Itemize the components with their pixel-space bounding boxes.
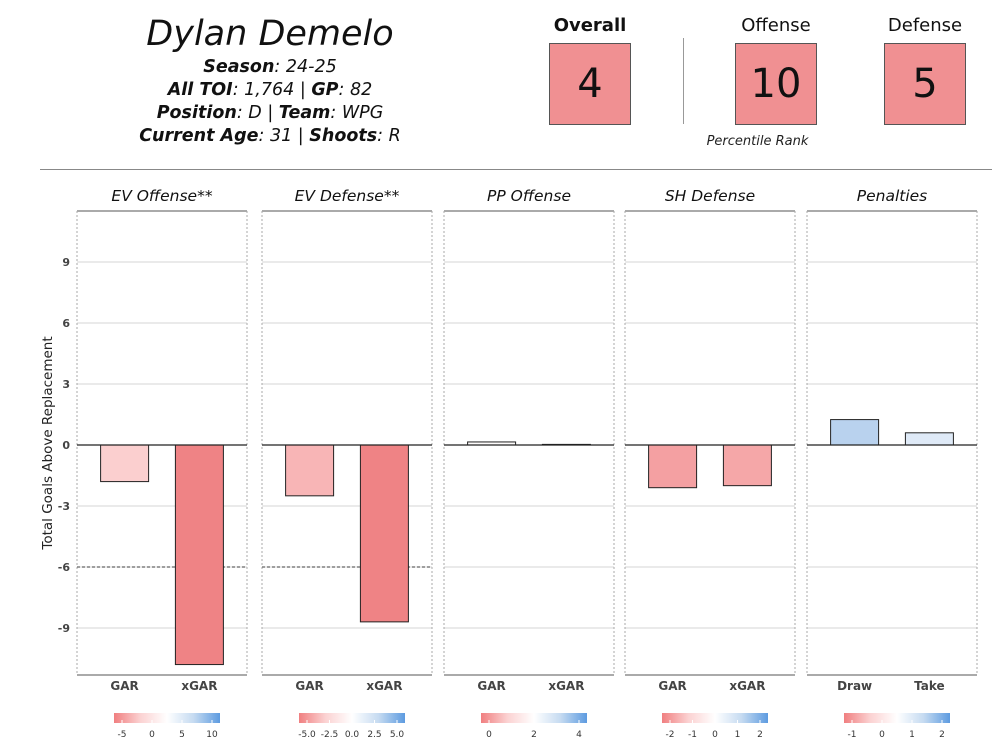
bar-gar: [648, 444, 698, 489]
bar-draw: [830, 419, 880, 446]
x-tick-label: GAR: [110, 679, 138, 693]
percentile-rank-caption: Percentile Rank: [706, 134, 809, 149]
y-tick-label: 9: [62, 256, 70, 269]
legend-colorbar: [114, 713, 220, 723]
y-tick-label: 3: [62, 378, 70, 391]
x-tick-label: Take: [914, 679, 945, 693]
y-tick-label: -6: [58, 561, 71, 574]
header-divider: [40, 169, 992, 170]
legend-colorbar: [481, 713, 587, 723]
player-name: Dylan Demelo: [146, 14, 394, 54]
position-line: Position: D | Team: WPG: [156, 103, 384, 123]
legend-colorbar: [844, 713, 950, 723]
legend-tick-label: -2.5: [321, 730, 339, 740]
x-tick-label: GAR: [295, 679, 323, 693]
toi-line: All TOI: 1,764 | GP: 82: [167, 80, 373, 100]
overall-label: Overall: [553, 15, 627, 36]
bar-xgar: [174, 444, 224, 666]
legend-tick-label: 2: [757, 730, 763, 740]
y-tick-label: 6: [62, 317, 70, 330]
position-label: Position: [156, 103, 237, 123]
gp-label: GP: [311, 80, 339, 100]
x-tick-label: GAR: [658, 679, 686, 693]
legend-tick-label: 0: [149, 730, 155, 740]
rank-divider: [683, 38, 684, 124]
legend-colorbar: [299, 713, 405, 723]
gp-value: 82: [349, 80, 373, 100]
age-label: Current Age: [139, 126, 259, 146]
panel-title: EV Defense**: [295, 187, 400, 205]
x-tick-label: xGAR: [548, 679, 584, 693]
x-tick-label: xGAR: [366, 679, 402, 693]
player-info: Dylan Demelo Season: 24-25 All TOI: 1,76…: [120, 12, 420, 148]
panel-title: PP Offense: [487, 187, 571, 205]
offense-rank: Offense 10: [716, 14, 836, 125]
legend-tick-label: 2: [531, 730, 537, 740]
defense-label: Defense: [887, 15, 963, 36]
legend-tick-label: -2: [666, 730, 675, 740]
toi-label: All TOI: [167, 80, 233, 100]
legend-tick-label: -5: [118, 730, 127, 740]
season-value: 24-25: [285, 57, 337, 77]
y-tick-label: -9: [58, 622, 70, 635]
bar-gar: [285, 444, 335, 497]
legend-tick-label: 0: [712, 730, 718, 740]
x-tick-label: xGAR: [181, 679, 217, 693]
bar-xgar: [722, 444, 772, 487]
legend-tick-label: 2.5: [367, 730, 381, 740]
bar-gar: [100, 444, 150, 483]
x-tick-label: xGAR: [729, 679, 765, 693]
legend-tick-label: 1: [735, 730, 741, 740]
toi-value: 1,764: [244, 80, 295, 100]
overall-rank: Overall 4: [530, 14, 650, 125]
y-tick-label: -3: [58, 500, 70, 513]
legend-tick-label: -1: [688, 730, 697, 740]
offense-rank-box: 10: [735, 43, 817, 125]
legend-tick-label: 0.0: [345, 730, 360, 740]
legend-tick-label: -5.0: [298, 730, 316, 740]
legend-tick-label: 1: [909, 730, 915, 740]
y-tick-label: 0: [62, 439, 70, 452]
y-axis-title: Total Goals Above Replacement: [40, 336, 56, 550]
age-line: Current Age: 31 | Shoots: R: [139, 126, 401, 146]
overall-rank-box: 4: [549, 43, 631, 125]
defense-rank-box: 5: [884, 43, 966, 125]
legend-tick-label: 0: [879, 730, 885, 740]
panel-title: EV Offense**: [111, 187, 212, 205]
shoots-label: Shoots: [309, 126, 378, 146]
legend-tick-label: -1: [848, 730, 857, 740]
panel-title: Penalties: [857, 187, 928, 205]
legend-colorbar: [662, 713, 768, 723]
legend-tick-label: 0: [486, 730, 492, 740]
legend-tick-label: 2: [939, 730, 945, 740]
legend-tick-label: 5.0: [390, 730, 405, 740]
bar-xgar: [359, 444, 409, 623]
season-line: Season: 24-25: [203, 57, 337, 77]
age-value: 31: [269, 126, 293, 146]
x-tick-label: GAR: [477, 679, 505, 693]
x-tick-label: Draw: [837, 679, 872, 693]
season-label: Season: [203, 57, 275, 77]
legend-tick-label: 5: [179, 730, 185, 740]
position-value: D: [248, 103, 262, 123]
offense-label: Offense: [741, 15, 811, 36]
team-label: Team: [278, 103, 331, 123]
shoots-value: R: [388, 126, 401, 146]
team-value: WPG: [341, 103, 384, 123]
bar-take: [904, 432, 954, 446]
panel-title: SH Defense: [665, 187, 755, 205]
legend-tick-label: 10: [206, 730, 218, 740]
legend-tick-label: 4: [576, 730, 582, 740]
defense-rank: Defense 5: [865, 14, 985, 125]
